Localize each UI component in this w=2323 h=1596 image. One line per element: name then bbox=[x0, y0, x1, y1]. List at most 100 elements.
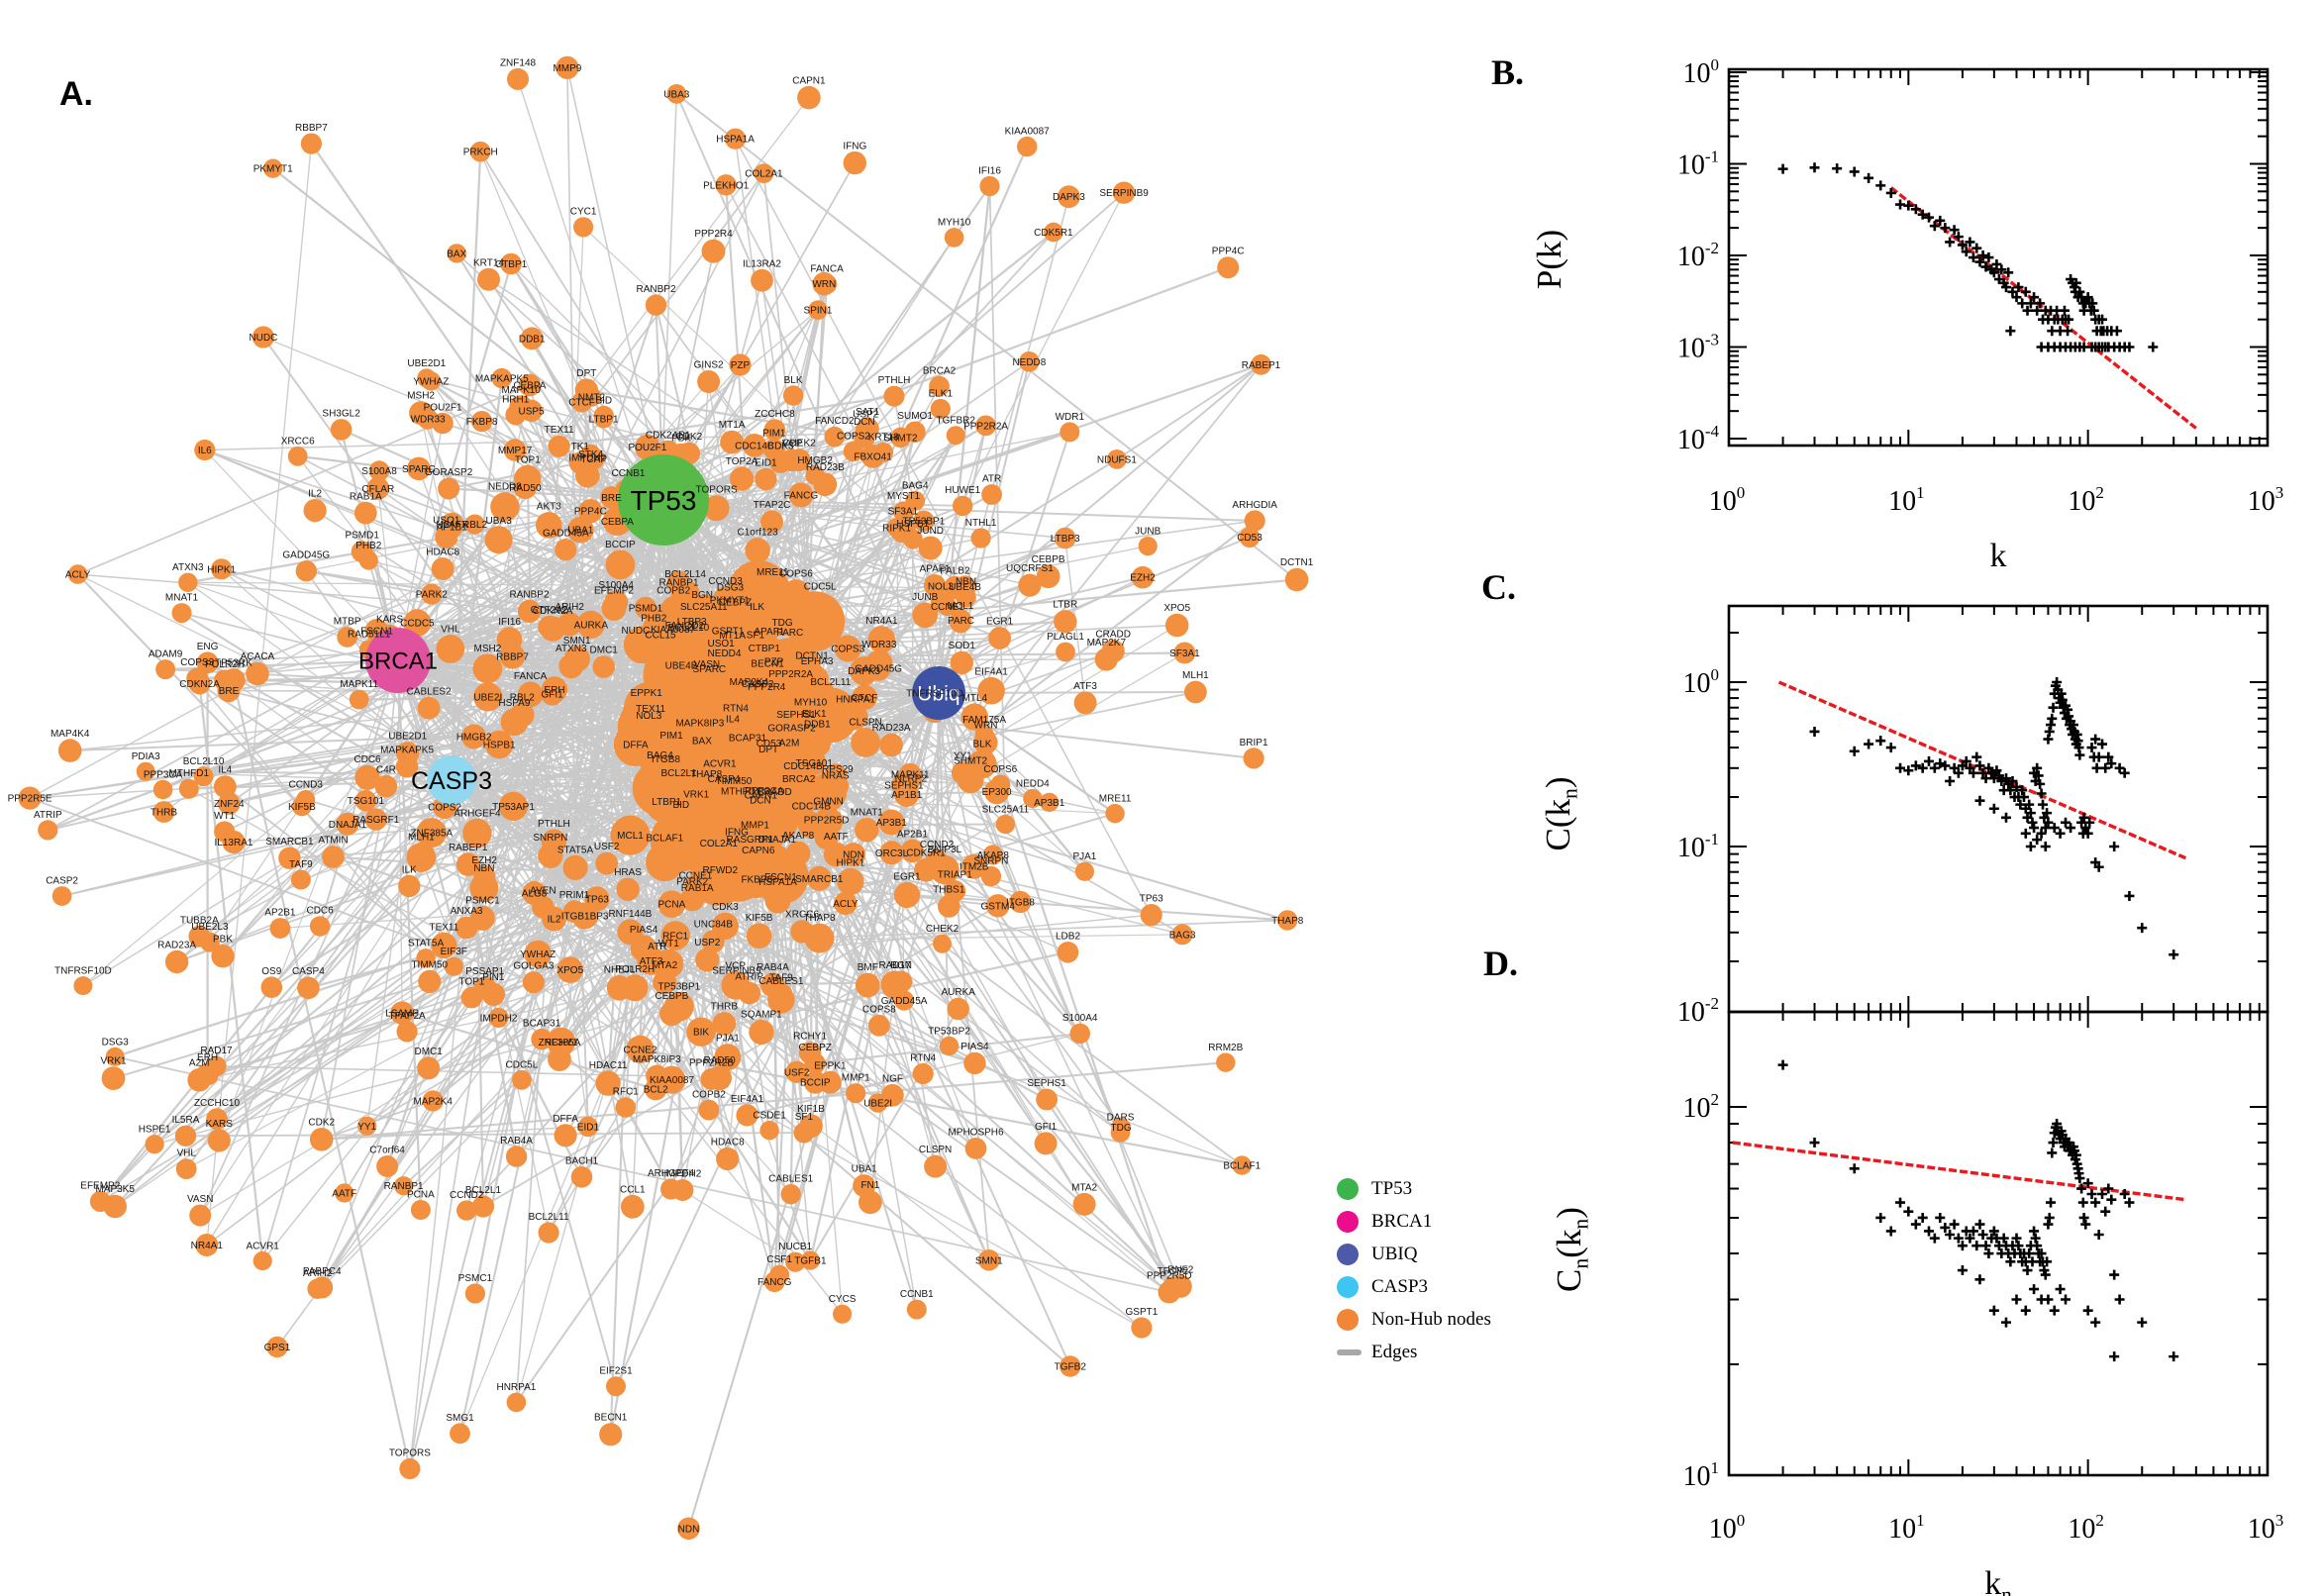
gene-node[interactable] bbox=[547, 1027, 576, 1056]
gene-node[interactable] bbox=[444, 956, 463, 976]
gene-node[interactable] bbox=[440, 512, 464, 537]
gene-node[interactable] bbox=[1018, 573, 1042, 597]
gene-node[interactable] bbox=[1239, 527, 1261, 548]
gene-node[interactable] bbox=[978, 1249, 1000, 1271]
gene-node[interactable] bbox=[808, 772, 848, 812]
gene-node[interactable] bbox=[522, 881, 547, 906]
gene-node[interactable] bbox=[575, 463, 600, 488]
gene-node[interactable] bbox=[1110, 1123, 1131, 1143]
gene-node[interactable] bbox=[683, 594, 725, 636]
gene-node[interactable] bbox=[982, 845, 1003, 865]
gene-node[interactable] bbox=[517, 599, 542, 624]
gene-node[interactable] bbox=[556, 956, 584, 983]
gene-node[interactable] bbox=[860, 445, 885, 468]
gene-node[interactable] bbox=[354, 789, 377, 812]
gene-node[interactable] bbox=[38, 820, 58, 841]
gene-node[interactable] bbox=[396, 1021, 418, 1043]
gene-node[interactable] bbox=[418, 969, 442, 994]
gene-node[interactable] bbox=[867, 626, 896, 653]
gene-node[interactable] bbox=[490, 492, 520, 522]
gene-node[interactable] bbox=[782, 385, 804, 406]
gene-node[interactable] bbox=[1173, 642, 1196, 664]
gene-node[interactable] bbox=[818, 1070, 842, 1094]
gene-node[interactable] bbox=[520, 399, 543, 422]
gene-node[interactable] bbox=[1164, 613, 1189, 638]
gene-node[interactable] bbox=[751, 268, 773, 292]
gene-node[interactable] bbox=[297, 976, 320, 1000]
gene-node[interactable] bbox=[252, 1250, 272, 1271]
gene-node[interactable] bbox=[763, 419, 786, 441]
gene-node[interactable] bbox=[880, 970, 909, 999]
gene-node[interactable] bbox=[657, 890, 686, 918]
gene-node[interactable] bbox=[980, 865, 1002, 887]
gene-node[interactable] bbox=[746, 667, 802, 723]
gene-node[interactable] bbox=[703, 495, 730, 522]
gene-node[interactable] bbox=[222, 668, 246, 692]
gene-node[interactable] bbox=[51, 886, 72, 906]
gene-node[interactable] bbox=[894, 781, 920, 807]
gene-node[interactable] bbox=[171, 603, 192, 624]
gene-node[interactable] bbox=[507, 67, 529, 90]
gene-node[interactable] bbox=[606, 1376, 626, 1397]
gene-node[interactable] bbox=[354, 764, 380, 791]
gene-node[interactable] bbox=[621, 974, 649, 1002]
gene-node[interactable] bbox=[1284, 567, 1309, 592]
gene-node[interactable] bbox=[410, 1200, 431, 1220]
gene-node[interactable] bbox=[595, 1070, 621, 1096]
gene-node[interactable] bbox=[406, 843, 437, 872]
gene-node[interactable] bbox=[548, 435, 570, 457]
gene-node[interactable] bbox=[562, 854, 588, 881]
gene-node[interactable] bbox=[605, 549, 636, 580]
gene-node[interactable] bbox=[841, 843, 866, 867]
gene-node[interactable] bbox=[947, 997, 969, 1021]
gene-node[interactable] bbox=[1023, 788, 1043, 809]
gene-node[interactable] bbox=[206, 1108, 228, 1130]
gene-node[interactable] bbox=[422, 1090, 444, 1112]
gene-node[interactable] bbox=[729, 466, 755, 491]
gene-node[interactable] bbox=[1056, 642, 1075, 662]
gene-node[interactable] bbox=[1040, 792, 1060, 813]
gene-node[interactable] bbox=[881, 1083, 904, 1107]
gene-node[interactable] bbox=[499, 644, 526, 669]
gene-node[interactable] bbox=[746, 923, 772, 948]
gene-node[interactable] bbox=[953, 495, 973, 517]
gene-node[interactable] bbox=[136, 761, 155, 781]
gene-node[interactable] bbox=[218, 792, 241, 815]
gene-node[interactable] bbox=[984, 779, 1010, 805]
gene-node[interactable] bbox=[850, 656, 879, 686]
gene-node[interactable] bbox=[1216, 1052, 1236, 1072]
gene-node[interactable] bbox=[711, 912, 740, 941]
gene-node[interactable] bbox=[814, 826, 839, 849]
gene-node[interactable] bbox=[745, 538, 770, 563]
gene-node[interactable] bbox=[760, 972, 785, 998]
gene-node[interactable] bbox=[473, 865, 496, 888]
gene-node[interactable] bbox=[510, 702, 535, 728]
gene-node[interactable] bbox=[187, 1068, 211, 1092]
gene-node[interactable] bbox=[671, 1179, 694, 1201]
gene-node[interactable] bbox=[542, 906, 566, 932]
gene-node[interactable] bbox=[322, 846, 345, 868]
gene-node[interactable] bbox=[246, 661, 269, 686]
hub-node-casp3[interactable] bbox=[427, 755, 476, 805]
gene-node[interactable] bbox=[196, 651, 219, 674]
gene-node[interactable] bbox=[438, 477, 460, 500]
gene-node[interactable] bbox=[788, 482, 814, 508]
gene-node[interactable] bbox=[634, 434, 660, 460]
gene-node[interactable] bbox=[834, 891, 858, 916]
gene-node[interactable] bbox=[660, 921, 690, 950]
gene-node[interactable] bbox=[610, 815, 651, 855]
gene-node[interactable] bbox=[659, 1001, 684, 1027]
gene-node[interactable] bbox=[574, 378, 599, 402]
gene-node[interactable] bbox=[1138, 537, 1158, 556]
gene-node[interactable] bbox=[469, 141, 491, 162]
gene-node[interactable] bbox=[1069, 1023, 1090, 1045]
gene-node[interactable] bbox=[595, 851, 619, 875]
gene-node[interactable] bbox=[1058, 185, 1080, 209]
gene-node[interactable] bbox=[473, 976, 497, 999]
hub-node-tp53[interactable] bbox=[618, 454, 709, 546]
gene-node[interactable] bbox=[1243, 748, 1264, 769]
gene-node[interactable] bbox=[970, 528, 991, 549]
gene-node[interactable] bbox=[714, 1044, 742, 1071]
gene-node[interactable] bbox=[512, 1069, 532, 1090]
gene-node[interactable] bbox=[222, 830, 246, 854]
